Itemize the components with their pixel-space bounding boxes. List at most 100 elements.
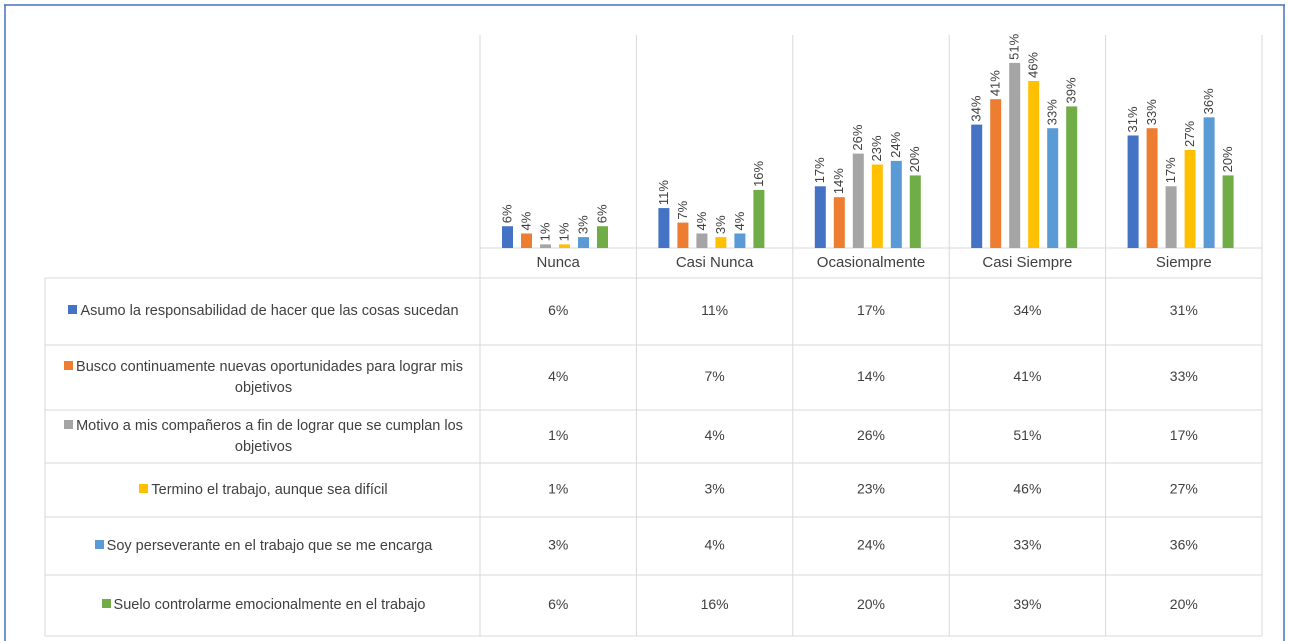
bar	[540, 244, 551, 248]
legend-key	[139, 483, 149, 493]
bar	[833, 197, 845, 248]
bar	[1028, 81, 1040, 249]
legend-entry: Motivo a mis compañeros a fin de lograr …	[45, 410, 480, 463]
legend-text-block: Motivo a mis compañeros a fin de lograr …	[53, 416, 474, 458]
data-label: 6%	[499, 204, 514, 223]
data-label: 20%	[1220, 146, 1235, 172]
data-label: 34%	[969, 95, 984, 121]
data-label: 39%	[1064, 77, 1079, 103]
table-cell: 4%	[548, 368, 568, 384]
legend-text-block: Termino el trabajo, aunque sea difícil	[139, 480, 388, 501]
data-label: 1%	[537, 222, 552, 241]
data-label: 16%	[751, 160, 766, 186]
bar	[1146, 128, 1158, 248]
legend-label: Motivo a mis compañeros a fin de lograr …	[76, 417, 463, 455]
legend-text-block: Soy perseverante en el trabajo que se me…	[94, 536, 433, 557]
legend-key	[94, 539, 104, 549]
bar	[1184, 149, 1196, 248]
table-cell: 6%	[548, 596, 568, 612]
table-cell: 27%	[1170, 481, 1198, 497]
bar	[502, 226, 513, 248]
bar	[559, 244, 570, 248]
bar	[990, 99, 1002, 248]
bar	[1047, 128, 1059, 248]
bar	[814, 186, 826, 248]
bar	[871, 164, 883, 248]
data-label: 1%	[556, 222, 571, 241]
data-label: 3%	[575, 215, 590, 234]
data-label: 4%	[518, 211, 533, 230]
data-label: 23%	[869, 135, 884, 161]
data-label: 20%	[907, 146, 922, 172]
bar	[658, 208, 670, 248]
x-tick-label: Nunca	[537, 254, 581, 271]
bar	[1165, 186, 1177, 248]
x-tick-label: Casi Siempre	[982, 254, 1072, 271]
table-cell: 16%	[701, 596, 729, 612]
bar	[734, 233, 746, 248]
legend-key	[101, 599, 111, 608]
table-cell: 4%	[704, 537, 724, 553]
legend-entry: Termino el trabajo, aunque sea difícil	[45, 463, 480, 517]
bar	[1127, 135, 1139, 248]
table-cell: 24%	[857, 537, 885, 553]
legend-entry: Suelo controlarme emocionalmente en el t…	[45, 575, 480, 636]
data-label: 4%	[694, 211, 709, 230]
table-cell: 1%	[548, 427, 568, 443]
legend-text-block: Suelo controlarme emocionalmente en el t…	[101, 595, 426, 616]
data-label: 26%	[850, 124, 865, 150]
table-cell: 14%	[857, 368, 885, 384]
table-cell: 41%	[1013, 368, 1041, 384]
legend-label: Soy perseverante en el trabajo que se me…	[106, 537, 433, 554]
data-label: 51%	[1007, 33, 1022, 59]
table-cell: 7%	[704, 368, 724, 384]
data-label: 24%	[888, 131, 903, 157]
data-label: 31%	[1125, 106, 1140, 132]
legend-entry: Busco continuamente nuevas oportunidades…	[45, 345, 480, 410]
table-cell: 1%	[548, 481, 568, 497]
data-label: 27%	[1182, 121, 1197, 147]
bar	[1203, 117, 1215, 248]
table-cell: 33%	[1013, 537, 1041, 553]
table-cell: 51%	[1013, 427, 1041, 443]
data-label: 11%	[656, 180, 671, 205]
bar	[890, 160, 902, 248]
bar	[852, 153, 864, 248]
table-cell: 26%	[857, 427, 885, 443]
table-cell: 46%	[1013, 481, 1041, 497]
table-cell: 20%	[1170, 596, 1198, 612]
bar	[715, 237, 727, 248]
legend-key	[64, 419, 74, 429]
bar	[753, 189, 765, 248]
table-cell: 31%	[1170, 302, 1198, 318]
x-tick-label: Siempre	[1156, 254, 1212, 271]
bar	[677, 222, 689, 248]
data-label: 17%	[1163, 157, 1178, 183]
table-cell: 17%	[857, 302, 885, 318]
table-cell: 33%	[1170, 368, 1198, 384]
table-cell: 4%	[704, 427, 724, 443]
table-cell: 3%	[704, 481, 724, 497]
table-cell: 39%	[1013, 596, 1041, 612]
data-label: 7%	[675, 200, 690, 219]
x-tick-label: Ocasionalmente	[817, 254, 925, 271]
data-label: 3%	[713, 215, 728, 234]
legend-entry: Asumo la responsabilidad de hacer que la…	[45, 278, 480, 345]
bar	[1066, 106, 1078, 249]
table-cell: 17%	[1170, 427, 1198, 443]
table-cell: 36%	[1170, 537, 1198, 553]
data-label: 46%	[1026, 52, 1041, 78]
table-cell: 6%	[548, 302, 568, 318]
table-cell: 20%	[857, 596, 885, 612]
bar	[521, 233, 532, 248]
data-label: 4%	[732, 211, 747, 230]
legend-label: Termino el trabajo, aunque sea difícil	[151, 481, 388, 498]
legend-entry: Soy perseverante en el trabajo que se me…	[45, 517, 480, 575]
data-label: 14%	[831, 168, 846, 194]
bar	[971, 124, 983, 248]
data-label: 33%	[1045, 99, 1060, 125]
table-cell: 11%	[701, 302, 728, 318]
table-cell: 3%	[548, 537, 568, 553]
legend-label: Suelo controlarme emocionalmente en el t…	[113, 597, 426, 613]
